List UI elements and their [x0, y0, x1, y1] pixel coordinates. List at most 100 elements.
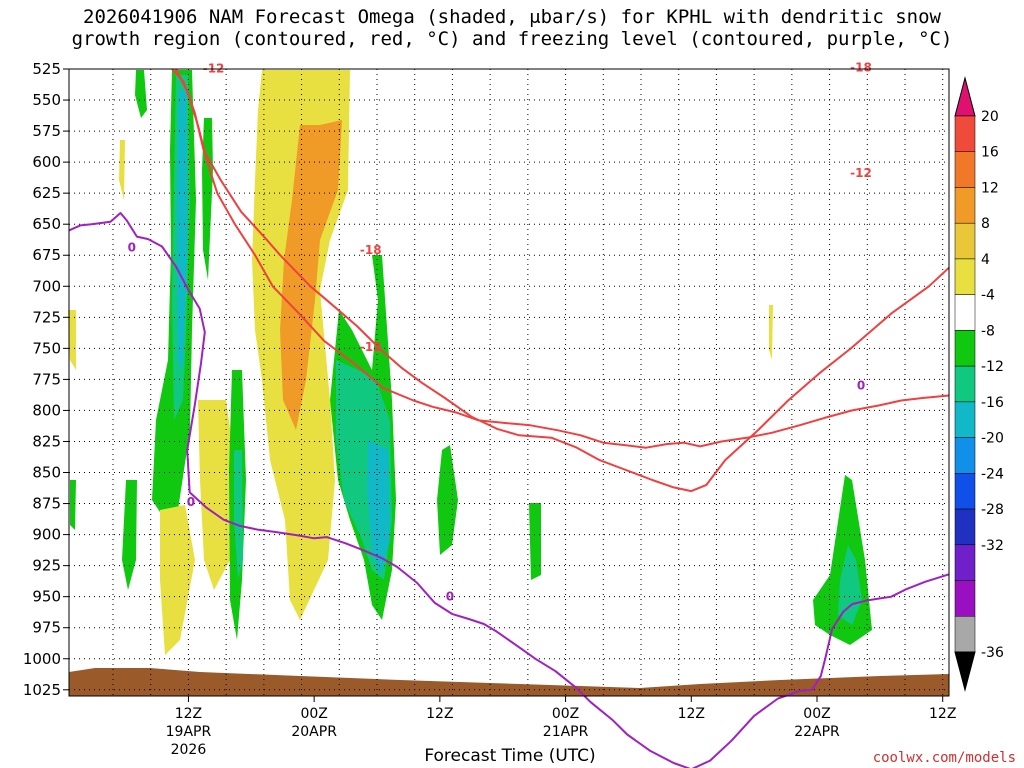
ytick-label-550: 550 — [32, 91, 61, 109]
ytick-label-700: 700 — [32, 277, 61, 295]
colorbar-label-6: -8 — [981, 323, 995, 339]
xtick-date-56: 22APR — [794, 724, 840, 740]
colorbar-label-0: 20 — [981, 109, 999, 125]
omega-region-10 — [160, 505, 195, 655]
ytick-label-925: 925 — [32, 557, 61, 575]
plot-frame — [68, 68, 950, 697]
omega-region-20 — [769, 305, 773, 360]
colorbar-box-13 — [954, 580, 976, 617]
xtick-label-46: 12Z — [678, 706, 705, 722]
ytick-label-825: 825 — [32, 432, 61, 450]
colorbar-label-8: -16 — [981, 395, 1004, 411]
colorbar-box-11 — [954, 508, 976, 546]
contour-label-8: 0 — [857, 378, 865, 392]
ytick-label-950: 950 — [32, 588, 61, 606]
contour-label-6: 0 — [187, 495, 195, 509]
xtick-date-6: 19APR — [166, 724, 212, 740]
ytick-label-1000: 1000 — [23, 650, 61, 668]
colorbar-label-12: -32 — [981, 538, 1004, 554]
ytick-label-875: 875 — [32, 495, 61, 513]
colorbar-box-7 — [954, 365, 976, 403]
omega-region-4 — [177, 90, 187, 370]
colorbar-box-5 — [954, 294, 976, 331]
title-line-1: 2026041906 NAM Forecast Omega (shaded, μ… — [83, 6, 941, 28]
omega-region-0 — [135, 70, 147, 118]
colorbar-box-2 — [954, 187, 976, 224]
xtick-label-66: 12Z — [929, 706, 956, 722]
ytick-label-600: 600 — [32, 153, 61, 171]
contour-label-7: 0 — [446, 589, 454, 603]
colorbar-label-5: -4 — [981, 288, 995, 304]
ytick-label-850: 850 — [32, 464, 61, 482]
colorbar-box-14 — [954, 616, 976, 653]
xtick-label-36: 00Z — [552, 706, 579, 722]
contour-label-3: -18 — [850, 60, 872, 74]
colorbar-box-8 — [954, 401, 976, 438]
credit-link[interactable]: coolwx.com/models — [872, 750, 1016, 766]
omega-region-12 — [234, 450, 243, 580]
x-axis-title: Forecast Time (UTC) — [424, 746, 596, 766]
colorbar-box-12 — [954, 544, 976, 581]
ytick-label-525: 525 — [32, 60, 61, 78]
omega-region-21 — [813, 475, 872, 645]
colorbar-box-4 — [954, 258, 976, 295]
ytick-label-750: 750 — [32, 339, 61, 357]
xtick-label-6: 12Z — [175, 706, 202, 722]
colorbar-label-1: 16 — [981, 145, 999, 161]
contour-2 — [68, 212, 950, 768]
ytick-label-800: 800 — [32, 401, 61, 419]
chart-title: 2026041906 NAM Forecast Omega (shaded, μ… — [0, 6, 1024, 50]
omega-region-5 — [202, 118, 213, 280]
colorbar-box-1 — [954, 151, 976, 188]
colorbar-label-4: 4 — [981, 252, 990, 268]
ground-surface — [69, 668, 949, 696]
ytick-label-675: 675 — [32, 246, 61, 264]
ytick-label-775: 775 — [32, 370, 61, 388]
ytick-label-650: 650 — [32, 215, 61, 233]
xtick-date-36: 21APR — [543, 724, 589, 740]
omega-region-13 — [70, 480, 76, 530]
contour-label-1: -18 — [360, 243, 382, 257]
xtick-label-56: 00Z — [803, 706, 830, 722]
ground-terrain — [69, 668, 949, 696]
xtick-label-16: 00Z — [300, 706, 327, 722]
omega-region-17 — [367, 440, 390, 575]
colorbar: 20 16 12 8 4 -4 -8 -12 -16 -20 -24 -28 -32 -36 — [954, 76, 1004, 692]
colorbar-top-arrow — [954, 76, 976, 117]
title-line-2: growth region (contoured, red, °C) and f… — [71, 28, 953, 50]
colorbar-box-0 — [954, 115, 976, 152]
omega-region-19 — [529, 503, 541, 580]
ytick-label-725: 725 — [32, 308, 61, 326]
ytick-label-1025: 1025 — [23, 681, 61, 699]
xtick-date-16: 20APR — [291, 724, 337, 740]
y-axis: 525 550 575 600 625 650 675 700 725 750 775 800 825 8… — [23, 60, 69, 699]
omega-region-18 — [437, 445, 458, 555]
colorbar-box-3 — [954, 222, 976, 260]
omega-region-9 — [198, 400, 236, 590]
colorbar-box-10 — [954, 473, 976, 510]
omega-region-6 — [68, 310, 76, 370]
ytick-label-975: 975 — [32, 619, 61, 637]
xtick-label-26: 12Z — [426, 706, 453, 722]
colorbar-box-9 — [954, 437, 976, 474]
colorbar-label-3: 8 — [981, 216, 990, 232]
ytick-label-575: 575 — [32, 122, 61, 140]
omega-region-1 — [119, 140, 125, 200]
xtick-year-6: 2026 — [171, 742, 207, 758]
x-axis: 12Z 19APR 2026 00Z 20APR 12Z 00Z 21APR 12Z 00Z 22A… — [166, 696, 956, 758]
colorbar-label-9: -20 — [981, 431, 1004, 447]
ytick-label-900: 900 — [32, 526, 61, 544]
colorbar-label-7: -12 — [981, 359, 1004, 375]
omega-region-8 — [280, 120, 342, 430]
contour-label-4: -12 — [850, 166, 872, 180]
colorbar-label-13: -36 — [981, 645, 1004, 661]
ytick-label-625: 625 — [32, 184, 61, 202]
omega-region-22 — [838, 545, 862, 625]
contour-label-2: -12 — [360, 340, 382, 354]
colorbar-bottom-arrow — [954, 651, 976, 692]
colorbar-label-11: -28 — [981, 502, 1004, 518]
colorbar-box-6 — [954, 330, 976, 367]
colorbar-label-2: 12 — [981, 180, 999, 196]
